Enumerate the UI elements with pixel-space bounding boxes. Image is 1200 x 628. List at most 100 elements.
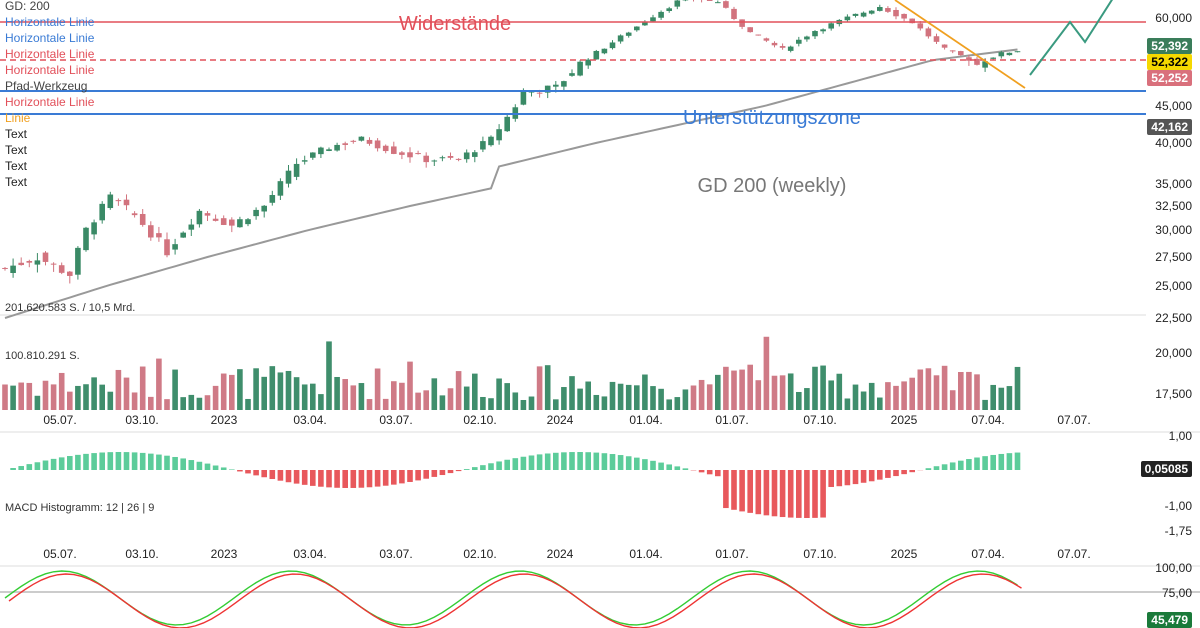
price-tick: 45,000 (1155, 99, 1192, 113)
candlesticks (2, 0, 1021, 284)
resistance-annotation: Widerstände (399, 13, 511, 35)
date-tick: 05.07. (43, 547, 76, 561)
date-tick: 05.07. (43, 413, 76, 427)
candle-body (828, 23, 834, 29)
legend-item[interactable]: Horizontale Linie (5, 31, 95, 45)
macd-bar (391, 470, 397, 485)
candle-body (520, 91, 527, 105)
macd-bar (277, 470, 284, 481)
candle-body (820, 29, 826, 32)
candle-body (601, 48, 608, 54)
volume-bar (277, 372, 284, 410)
ma-200-line (4, 48, 1018, 319)
macd-bar (34, 462, 41, 470)
stoch-current-badge: 45,479 (1147, 612, 1192, 628)
macd-bar (431, 470, 438, 477)
macd-bar (852, 470, 859, 485)
legend-item[interactable]: Horizontale Linie (5, 95, 95, 109)
volume-bar (593, 394, 600, 410)
volume-bar (269, 366, 276, 410)
volume-bar (625, 384, 632, 410)
date-tick: 2025 (891, 547, 918, 561)
macd-bar (358, 470, 365, 488)
volume-bar (731, 370, 737, 410)
candle-body (99, 203, 105, 221)
candle-body (577, 61, 583, 76)
volume-bar (229, 374, 235, 410)
volume-bar (982, 399, 988, 410)
volume-bar (901, 381, 907, 410)
volume-label-max: 201.620.583 S. / 10,5 Mrd. (5, 302, 136, 314)
candle-body (1006, 52, 1013, 56)
volume-bar (642, 374, 648, 410)
candle-body (755, 34, 762, 36)
macd-bar (301, 470, 308, 485)
candle-body (544, 85, 551, 93)
volume-bar (107, 391, 114, 410)
volume-bar (998, 387, 1005, 410)
macd-bar (115, 452, 122, 470)
stoch-tick: 75,00 (1162, 586, 1192, 600)
candle-body (747, 27, 753, 33)
macd-bar (650, 460, 656, 470)
candle-body (496, 129, 502, 141)
volume-bar (91, 377, 97, 410)
macd-bar (634, 457, 640, 470)
macd-bar (512, 458, 519, 470)
volume-bar (650, 386, 656, 410)
volume-bar (431, 378, 438, 410)
volume-bar (779, 375, 786, 410)
volume-bar (617, 383, 624, 410)
legend-item[interactable]: Pfad-Werkzeug (5, 79, 88, 93)
legend-item[interactable]: Text (5, 175, 28, 189)
volume-bar (172, 369, 178, 410)
volume-label-half: 100.810.291 S. (5, 350, 80, 362)
legend-item[interactable]: Text (5, 159, 28, 173)
projection-path (1029, 0, 1113, 76)
volume-bar (706, 384, 713, 410)
candle-body (188, 224, 195, 230)
macd-bar (698, 470, 705, 473)
legend-item[interactable]: GD: 200 (5, 0, 50, 13)
candle-body (131, 213, 138, 216)
macd-bar (472, 467, 478, 470)
macd-bar (974, 457, 980, 470)
volume-bar (472, 373, 478, 410)
candle-body (34, 260, 41, 265)
date-tick: 02.10. (463, 547, 496, 561)
macd-bar (1006, 453, 1013, 470)
volume-bar (536, 366, 543, 410)
candle-body (463, 152, 470, 160)
macd-bar (83, 453, 89, 470)
price-axis: 60,00050,00045,00040,00035,00032,50030,0… (1155, 11, 1192, 600)
price-badge: 52,322 (1147, 54, 1192, 70)
macd-bar (528, 455, 535, 470)
legend-item[interactable]: Horizontale Linie (5, 15, 95, 29)
macd-bar (99, 452, 105, 470)
legend-item[interactable]: Horizontale Linie (5, 47, 95, 61)
legend-item[interactable]: Text (5, 143, 28, 157)
volume-bar (463, 386, 470, 410)
date-tick: 01.04. (629, 413, 662, 427)
date-tick: 03.10. (125, 413, 158, 427)
volume-bar (374, 368, 381, 410)
macd-bar (156, 454, 162, 470)
volume-bar (188, 394, 195, 410)
legend-item[interactable]: Linie (5, 111, 31, 125)
candle-body (269, 195, 276, 203)
legend-item[interactable]: Text (5, 127, 28, 141)
macd-bar (739, 470, 745, 512)
date-tick: 2023 (211, 413, 238, 427)
volume-bar (18, 382, 24, 410)
legend-item[interactable]: Horizontale Linie (5, 63, 95, 77)
candle-body (237, 219, 243, 228)
macd-bar (131, 452, 138, 470)
candle-body (229, 219, 235, 226)
volume-bar (909, 377, 915, 410)
candle-body (139, 213, 146, 225)
volume-bar (115, 369, 122, 410)
candle-body (123, 199, 130, 206)
macd-bar (836, 470, 843, 487)
volume-bar (958, 372, 964, 410)
macd-bar (253, 470, 259, 476)
